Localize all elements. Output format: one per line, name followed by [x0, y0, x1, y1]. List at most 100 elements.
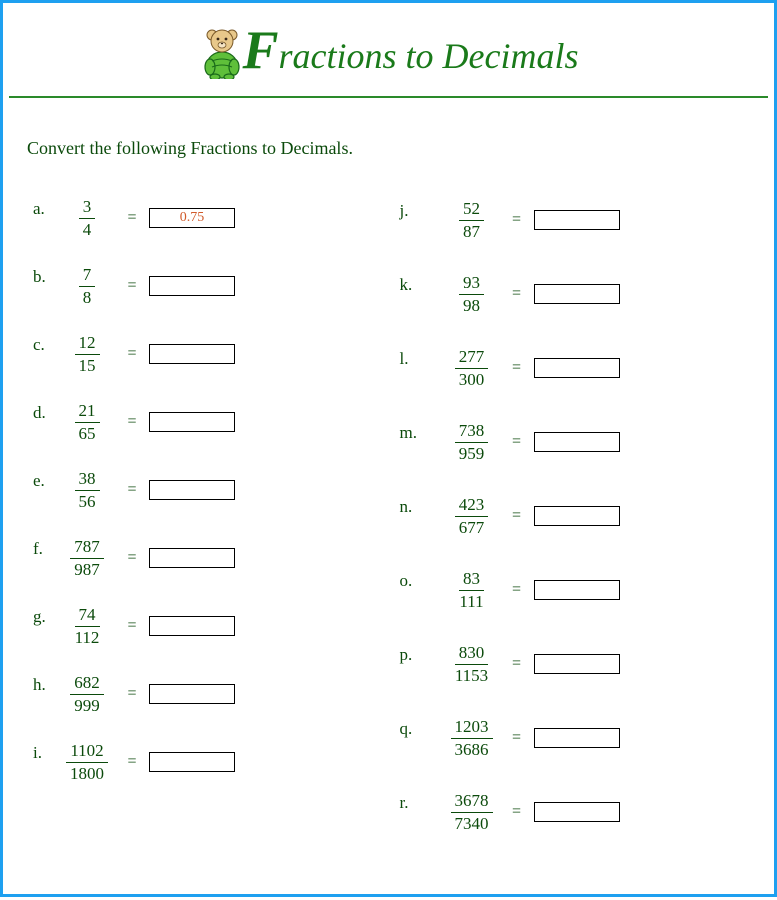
equals-sign: = [115, 481, 149, 499]
problem-row: b. 78 = [33, 265, 380, 307]
numerator: 277 [455, 347, 489, 369]
problem-label: n. [400, 495, 444, 517]
answer-input[interactable] [149, 684, 235, 704]
header: F ractions to Decimals [9, 3, 768, 98]
fraction: 5287 [444, 199, 500, 241]
numerator: 1203 [451, 717, 493, 739]
fraction: 787987 [59, 537, 115, 579]
problem-row: i.11021800= [33, 741, 380, 783]
denominator: 4 [79, 219, 96, 240]
problem-label: r. [400, 791, 444, 813]
denominator: 959 [455, 443, 489, 464]
equals-sign: = [115, 549, 149, 567]
problem-row: r.36787340= [400, 791, 747, 833]
answer-input[interactable] [534, 432, 620, 452]
answer-input[interactable] [534, 654, 620, 674]
answer-input[interactable] [534, 284, 620, 304]
denominator: 999 [70, 695, 104, 716]
fraction: 12033686 [444, 717, 500, 759]
problem-label: k. [400, 273, 444, 295]
problem-row: p.8301153= [400, 643, 747, 685]
numerator: 93 [459, 273, 484, 295]
problem-label: l. [400, 347, 444, 369]
equals-sign: = [115, 277, 149, 295]
answer-input[interactable] [149, 616, 235, 636]
title: F ractions to Decimals [198, 21, 578, 79]
title-first-letter: F [242, 23, 278, 77]
equals-sign: = [115, 685, 149, 703]
answer-input[interactable] [149, 548, 235, 568]
equals-sign: = [500, 507, 534, 525]
answer-input[interactable] [534, 358, 620, 378]
numerator: 7 [79, 265, 96, 287]
equals-sign: = [115, 413, 149, 431]
answer-input[interactable] [149, 752, 235, 772]
answer-input[interactable] [149, 412, 235, 432]
problem-label: a. [33, 197, 59, 219]
fraction: 8301153 [444, 643, 500, 685]
answer-input[interactable] [534, 506, 620, 526]
denominator: 1153 [451, 665, 492, 686]
fraction: 11021800 [59, 741, 115, 783]
problem-row: a.34= [33, 197, 380, 239]
numerator: 38 [75, 469, 100, 491]
denominator: 8 [79, 287, 96, 308]
denominator: 677 [455, 517, 489, 538]
problem-row: n.423677= [400, 495, 747, 537]
problem-label: h. [33, 673, 59, 695]
fraction: 9398 [444, 273, 500, 315]
problem-row: c.1215= [33, 333, 380, 375]
fraction: 1215 [59, 333, 115, 375]
problem-label: i. [33, 741, 59, 763]
problem-row: g.74112= [33, 605, 380, 647]
problem-row: l. 277300 = [400, 347, 747, 389]
answer-input[interactable] [534, 802, 620, 822]
fraction: 423677 [444, 495, 500, 537]
answer-input[interactable] [149, 480, 235, 500]
problem-label: c. [33, 333, 59, 355]
answer-input[interactable] [534, 210, 620, 230]
denominator: 300 [455, 369, 489, 390]
denominator: 65 [75, 423, 100, 444]
equals-sign: = [115, 345, 149, 363]
instructions: Convert the following Fractions to Decim… [3, 98, 774, 169]
numerator: 423 [455, 495, 489, 517]
problem-label: d. [33, 401, 59, 423]
answer-input[interactable] [149, 208, 235, 228]
problem-row: j.5287= [400, 199, 747, 241]
numerator: 787 [70, 537, 104, 559]
answer-input[interactable] [534, 728, 620, 748]
numerator: 682 [70, 673, 104, 695]
problem-row: h. 682999 = [33, 673, 380, 715]
worksheet-page: F ractions to Decimals Convert the follo… [0, 0, 777, 897]
equals-sign: = [500, 359, 534, 377]
problem-row: m.738959= [400, 421, 747, 463]
problem-row: e.3856= [33, 469, 380, 511]
answer-input[interactable] [149, 276, 235, 296]
equals-sign: = [500, 581, 534, 599]
problems-grid: a.34=b.78=c.1215=d.2165=e.3856=f.787987=… [3, 169, 774, 833]
numerator: 3678 [451, 791, 493, 813]
denominator: 111 [455, 591, 487, 612]
numerator: 830 [455, 643, 489, 665]
problem-label: m. [400, 421, 444, 443]
equals-sign: = [500, 211, 534, 229]
denominator: 15 [75, 355, 100, 376]
problem-label: p. [400, 643, 444, 665]
equals-sign: = [115, 753, 149, 771]
numerator: 12 [75, 333, 100, 355]
answer-input[interactable] [534, 580, 620, 600]
problem-label: g. [33, 605, 59, 627]
numerator: 83 [459, 569, 484, 591]
denominator: 987 [70, 559, 104, 580]
bear-icon [198, 27, 246, 79]
problem-label: b. [33, 265, 59, 287]
denominator: 1800 [66, 763, 108, 784]
problem-row: o.83111= [400, 569, 747, 611]
equals-sign: = [500, 433, 534, 451]
denominator: 87 [459, 221, 484, 242]
equals-sign: = [115, 209, 149, 227]
problem-row: q.12033686= [400, 717, 747, 759]
answer-input[interactable] [149, 344, 235, 364]
denominator: 98 [459, 295, 484, 316]
